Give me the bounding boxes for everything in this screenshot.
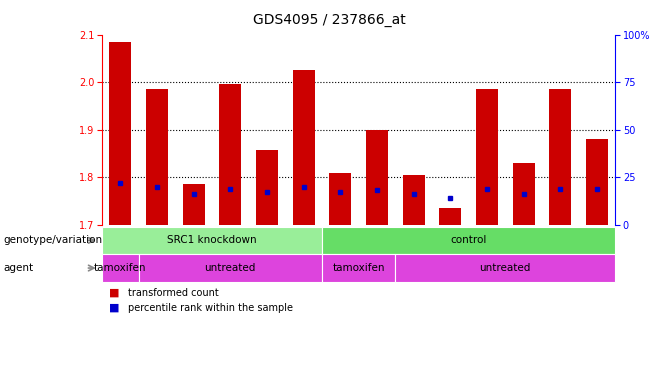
Text: tamoxifen: tamoxifen	[94, 263, 147, 273]
Text: ■: ■	[109, 288, 119, 298]
Text: tamoxifen: tamoxifen	[332, 263, 385, 273]
Bar	[146, 89, 168, 225]
Bar	[183, 184, 205, 225]
Bar	[293, 70, 315, 225]
Text: transformed count: transformed count	[128, 288, 219, 298]
Text: untreated: untreated	[480, 263, 531, 273]
Text: percentile rank within the sample: percentile rank within the sample	[128, 303, 293, 313]
Text: genotype/variation: genotype/variation	[3, 235, 103, 245]
Text: SRC1 knockdown: SRC1 knockdown	[167, 235, 257, 245]
Text: agent: agent	[3, 263, 34, 273]
Bar	[513, 163, 534, 225]
Bar	[586, 139, 608, 225]
Bar	[476, 89, 498, 225]
Bar	[366, 129, 388, 225]
Text: ■: ■	[109, 303, 119, 313]
Bar	[109, 42, 132, 225]
Text: untreated: untreated	[205, 263, 256, 273]
Text: GDS4095 / 237866_at: GDS4095 / 237866_at	[253, 13, 405, 27]
Bar	[549, 89, 571, 225]
Bar	[256, 149, 278, 225]
Bar	[219, 84, 241, 225]
Bar	[329, 173, 351, 225]
Bar	[440, 208, 461, 225]
Bar	[403, 175, 424, 225]
Text: control: control	[451, 235, 487, 245]
